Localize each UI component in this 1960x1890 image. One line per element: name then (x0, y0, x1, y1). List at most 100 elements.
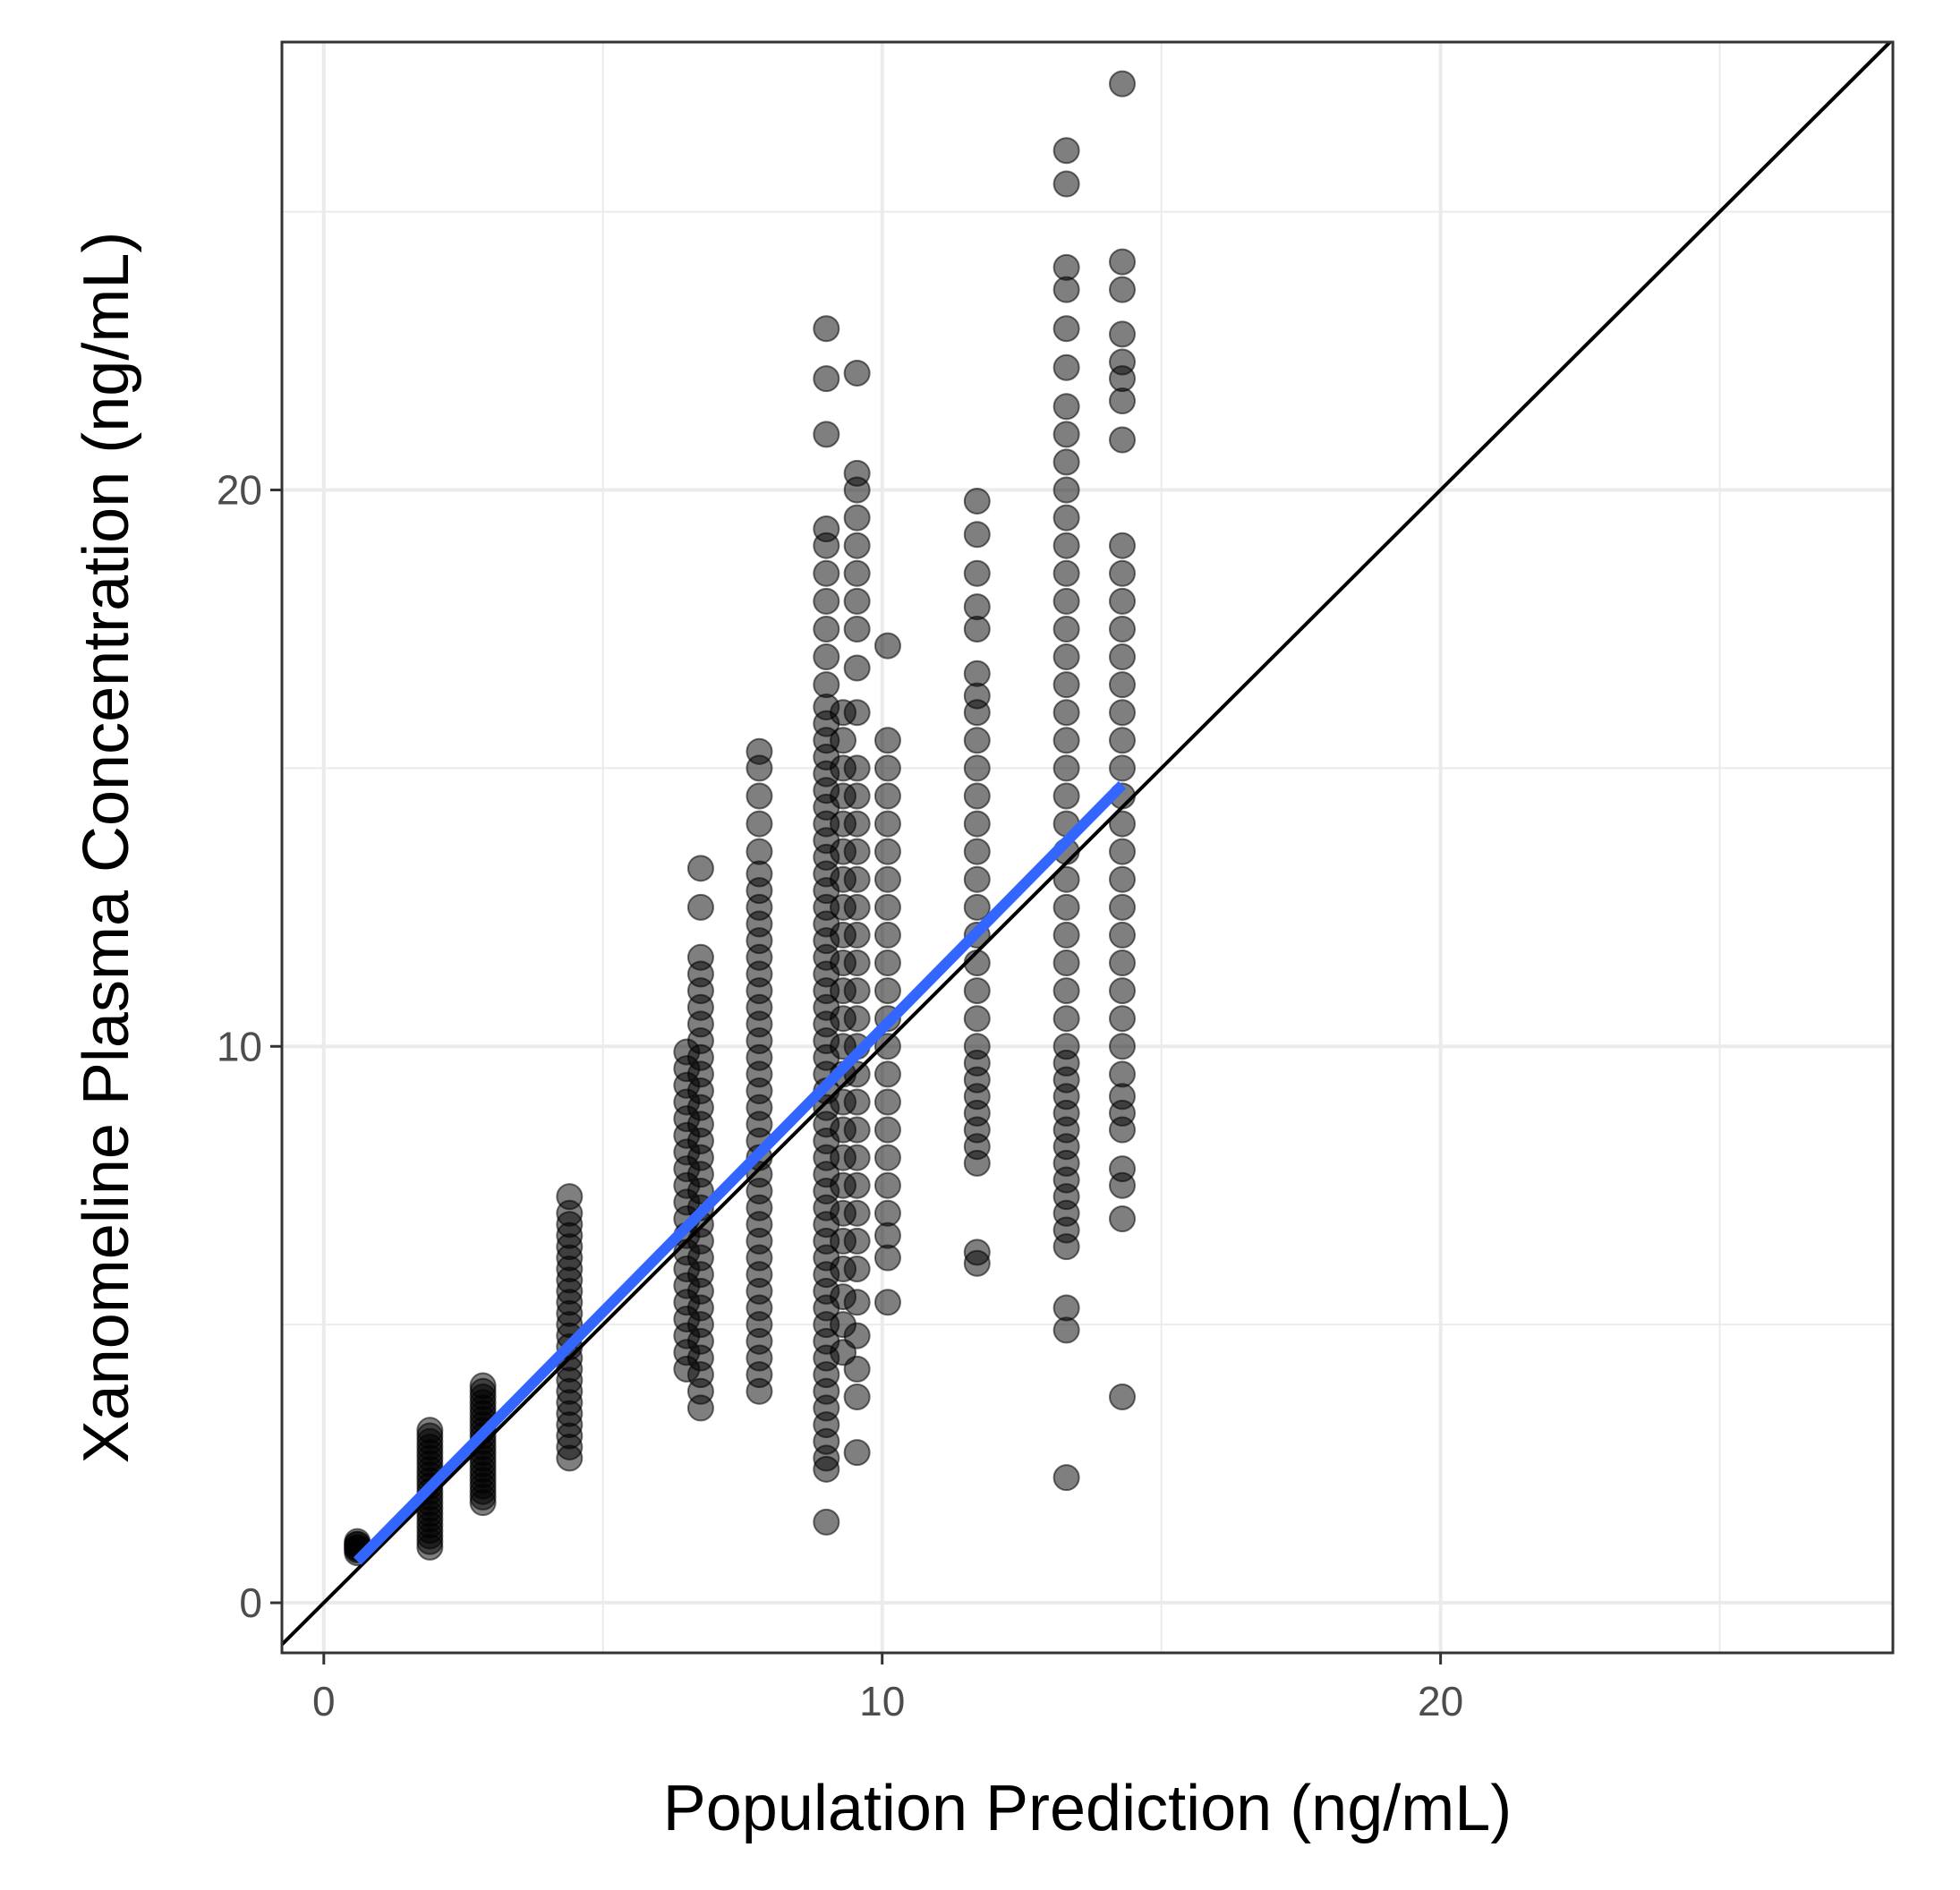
data-point (1108, 1005, 1136, 1033)
data-point (1052, 1033, 1080, 1060)
data-point (1052, 671, 1080, 699)
data-point (873, 921, 901, 949)
data-point (843, 893, 871, 921)
data-point (686, 855, 714, 882)
data-point (1052, 615, 1080, 643)
data-point (963, 559, 991, 587)
data-point (1108, 977, 1136, 1005)
data-point (1108, 893, 1136, 921)
data-point (1052, 1316, 1080, 1344)
data-point (1052, 921, 1080, 949)
data-point (963, 865, 991, 893)
data-point (873, 838, 901, 865)
data-point (963, 593, 991, 621)
data-point (843, 1116, 871, 1144)
data-point (843, 949, 871, 977)
regression-line (353, 780, 1127, 1565)
x-axis-title: Population Prediction (ng/mL) (663, 1773, 1513, 1844)
data-point (686, 893, 714, 921)
data-point (830, 727, 857, 754)
data-point (813, 643, 840, 671)
y-axis-title: Xanomeline Plasma Concentration (ng/mL) (71, 232, 142, 1464)
data-point (813, 559, 840, 587)
data-point (843, 865, 871, 893)
data-point (843, 754, 871, 782)
data-point (843, 782, 871, 810)
grid-lines (282, 42, 1893, 1653)
data-point (963, 977, 991, 1005)
data-point (963, 615, 991, 643)
data-point (416, 1417, 444, 1444)
data-point (873, 754, 901, 782)
data-point (1052, 949, 1080, 977)
data-point (873, 727, 901, 754)
data-point (873, 1199, 901, 1227)
data-point (1052, 421, 1080, 448)
data-point (963, 1239, 991, 1266)
data-point (843, 459, 871, 487)
y-tick-label: 10 (217, 1023, 262, 1069)
data-point (1108, 276, 1136, 303)
data-point (813, 365, 840, 393)
data-point (873, 782, 901, 810)
data-point (843, 977, 871, 1005)
data-point (1108, 1060, 1136, 1088)
data-point (963, 521, 991, 549)
data-point (1052, 448, 1080, 476)
data-point (1108, 921, 1136, 949)
data-point (813, 515, 840, 543)
data-point (843, 654, 871, 682)
data-point (1052, 532, 1080, 559)
data-point (843, 1255, 871, 1282)
x-tick-label: 20 (1418, 1678, 1463, 1724)
y-tick-label: 20 (217, 467, 262, 514)
data-point (843, 1144, 871, 1171)
data-point (1108, 754, 1136, 782)
data-point (843, 1355, 871, 1383)
data-point (843, 1199, 871, 1227)
data-point (1108, 559, 1136, 587)
data-point (843, 615, 871, 643)
data-point (1052, 1464, 1080, 1492)
data-point (469, 1372, 497, 1400)
data-point (843, 1227, 871, 1255)
data-point (1052, 1005, 1080, 1033)
data-point (1108, 348, 1136, 376)
data-point (843, 504, 871, 532)
data-point (1052, 587, 1080, 615)
data-point (1108, 1083, 1136, 1111)
data-point (843, 699, 871, 727)
data-point (813, 315, 840, 343)
data-point (1052, 782, 1080, 810)
data-point (746, 810, 773, 838)
data-point (843, 1088, 871, 1116)
data-point (556, 1183, 584, 1211)
identity-line (282, 42, 1893, 1647)
data-point (1052, 865, 1080, 893)
data-point (1052, 1294, 1080, 1322)
data-point (843, 1171, 871, 1199)
data-point (1108, 248, 1136, 276)
data-point (843, 1439, 871, 1467)
data-point (843, 838, 871, 865)
data-point (1108, 426, 1136, 454)
data-point (1052, 699, 1080, 727)
data-point (873, 1144, 901, 1171)
data-point (963, 1033, 991, 1060)
data-point (1052, 727, 1080, 754)
data-point (746, 838, 773, 865)
data-point (963, 838, 991, 865)
data-point (813, 587, 840, 615)
data-point (873, 810, 901, 838)
data-point (1108, 810, 1136, 838)
data-point (1052, 559, 1080, 587)
data-point (686, 943, 714, 971)
data-point (1108, 699, 1136, 727)
data-point (963, 1005, 991, 1033)
data-point (963, 660, 991, 687)
data-point (873, 949, 901, 977)
data-point (1052, 253, 1080, 281)
data-point (813, 615, 840, 643)
data-point (1108, 387, 1136, 415)
